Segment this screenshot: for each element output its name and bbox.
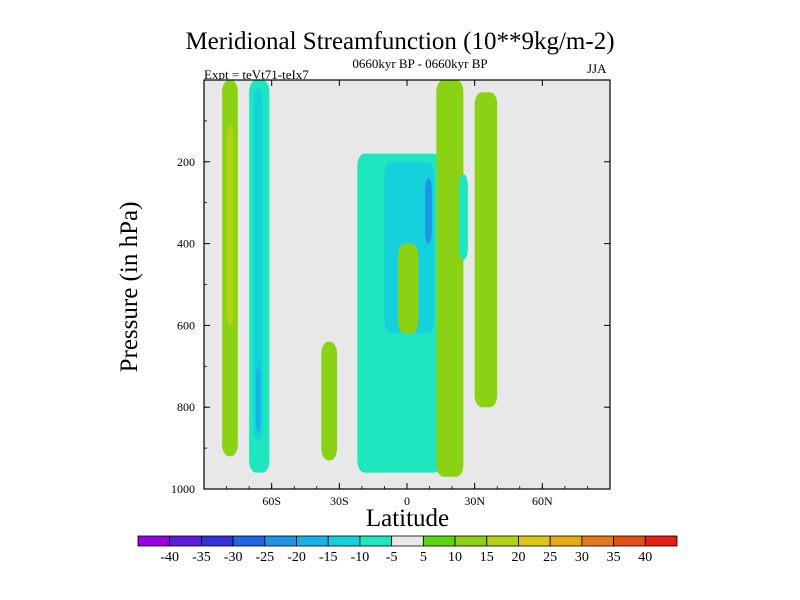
- colorbar-box: [169, 535, 202, 547]
- colorbar-label: -40: [160, 550, 179, 565]
- colorbar-box: [201, 535, 234, 547]
- colorbar-box: [454, 535, 488, 547]
- y-tick-label: 200: [177, 155, 195, 169]
- colorbar-label: -30: [224, 550, 243, 565]
- chart-title: Meridional Streamfunction (10**9kg/m-2): [185, 28, 615, 55]
- colorbar-box: [359, 535, 393, 547]
- colorbar-box: [486, 535, 519, 547]
- colorbar-box: [296, 535, 329, 547]
- contour-region-sh-60s-negative-core: [253, 88, 263, 440]
- y-tick-label: 800: [177, 400, 195, 414]
- colorbar-label: 30: [575, 550, 589, 565]
- x-tick-label: 60N: [532, 494, 553, 508]
- colorbar-box: [391, 535, 424, 547]
- season-label: JJA: [587, 61, 607, 76]
- colorbar-label: 20: [511, 550, 525, 565]
- x-tick-label: 30S: [330, 494, 349, 508]
- x-axis-label: Latitude: [365, 505, 450, 532]
- y-tick-label: 600: [177, 318, 195, 332]
- colorbar-label: 5: [420, 550, 427, 565]
- contour-region-nh-35n-positive: [474, 92, 498, 408]
- colorbar-box: [422, 535, 456, 547]
- contour-regions: [222, 80, 498, 477]
- colorbar-box: [613, 535, 646, 547]
- x-tick-label: 0: [404, 494, 410, 508]
- y-tick-label: 400: [177, 237, 195, 251]
- y-tick-label: 1000: [171, 482, 195, 496]
- colorbar-box: [137, 535, 171, 547]
- colorbar-label: -15: [319, 550, 338, 565]
- colorbar-box: [644, 535, 678, 547]
- colorbar-label: -5: [386, 550, 398, 565]
- colorbar-box: [549, 535, 583, 547]
- x-tick-label: 60S: [262, 494, 281, 508]
- colorbar-label: -10: [351, 550, 370, 565]
- contour-region-equatorial-negative-max: [425, 178, 432, 244]
- x-tick-label: 30N: [464, 494, 485, 508]
- chart-subtitle: 0660kyr BP - 0660kyr BP: [352, 56, 488, 71]
- colorbar-label: -25: [255, 550, 274, 565]
- contour-region-sh-60s-negative-max: [255, 366, 261, 432]
- colorbar-label: 15: [480, 550, 494, 565]
- colorbar-box: [327, 535, 361, 547]
- experiment-label: Expt = teVt71-teIx7: [204, 67, 309, 82]
- contour-region-sh-35s-positive: [321, 341, 338, 461]
- colorbar-label: 35: [607, 550, 621, 565]
- contour-region-equatorial-positive-tongue: [397, 243, 419, 334]
- colorbar-label: 10: [448, 550, 462, 565]
- colorbar-label: 40: [638, 550, 652, 565]
- colorbar-box: [264, 535, 297, 547]
- colorbar-box: [232, 535, 266, 547]
- contour-region-sh-high-lat-positive-core: [226, 124, 234, 326]
- colorbar-label: 25: [543, 550, 557, 565]
- colorbar-label: -20: [287, 550, 306, 565]
- colorbar-box: [581, 535, 614, 547]
- colorbar-box: [518, 535, 551, 547]
- colorbar-label: -35: [192, 550, 211, 565]
- contour-region-nh-20n-positive: [436, 80, 464, 477]
- contour-region-nh-25n-negative: [458, 174, 468, 260]
